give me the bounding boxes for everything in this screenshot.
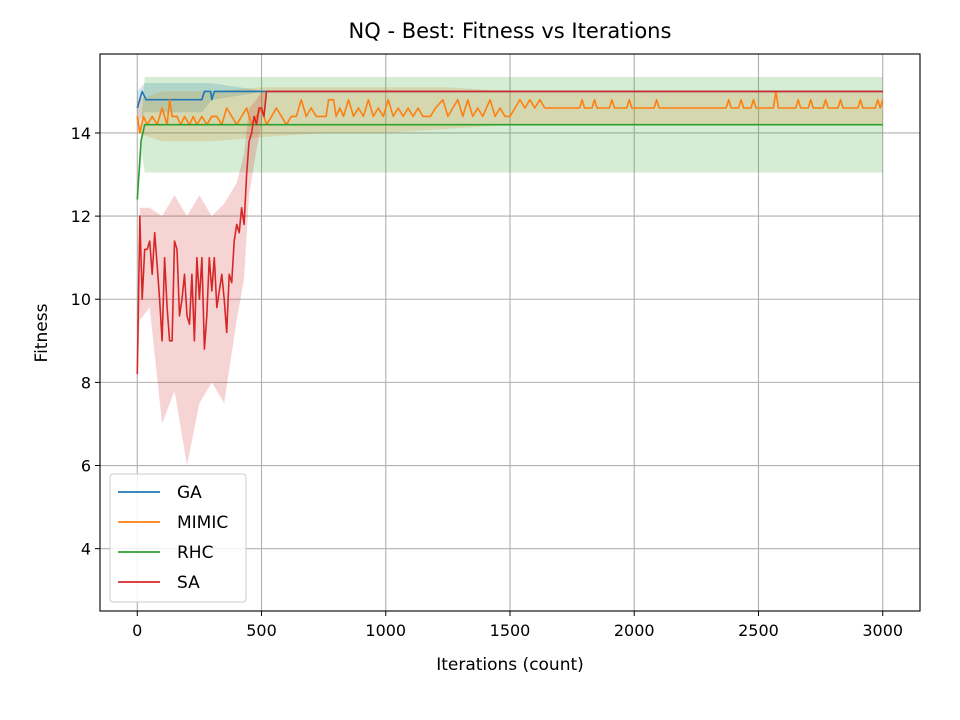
mimic-series-line [136, 90, 884, 134]
x-tick-label: 2500 [738, 621, 779, 640]
y-tick-label: 8 [81, 373, 91, 392]
rhc-series-line [136, 123, 883, 200]
x-tick-label: 500 [246, 621, 277, 640]
y-tick-label: 6 [81, 457, 91, 476]
ga-series-line [136, 90, 883, 109]
y-axis-ticks: 4 6 8 10 12 14 [71, 124, 100, 559]
x-tick-label: 0 [132, 621, 142, 640]
ga-confidence-band [137, 83, 883, 125]
legend-box [109, 473, 247, 603]
y-tick-label: 14 [71, 124, 91, 143]
y-tick-label: 12 [71, 207, 91, 226]
series-lines [136, 90, 884, 375]
x-tick-label: 1000 [365, 621, 406, 640]
y-tick-label: 4 [81, 540, 91, 559]
x-axis-title: Iterations (count) [436, 655, 584, 675]
x-tick-label: 2000 [614, 621, 655, 640]
legend-label-rhc: RHC [177, 543, 213, 563]
sa-series-line [136, 90, 883, 375]
y-axis-title: Fitness [32, 303, 52, 362]
x-axis-ticks: 0 500 1000 1500 2000 2500 3000 [132, 611, 903, 640]
mimic-confidence-band [137, 87, 883, 142]
x-tick-label: 1500 [490, 621, 531, 640]
legend-label-sa: SA [177, 573, 200, 593]
y-tick-label: 10 [71, 290, 91, 309]
legend-label-ga: GA [177, 483, 202, 503]
legend-label-mimic: MIMIC [177, 513, 228, 533]
legend: GA MIMIC RHC SA [109, 473, 247, 603]
x-tick-label: 3000 [862, 621, 903, 640]
chart-title: NQ - Best: Fitness vs Iterations [349, 19, 672, 43]
